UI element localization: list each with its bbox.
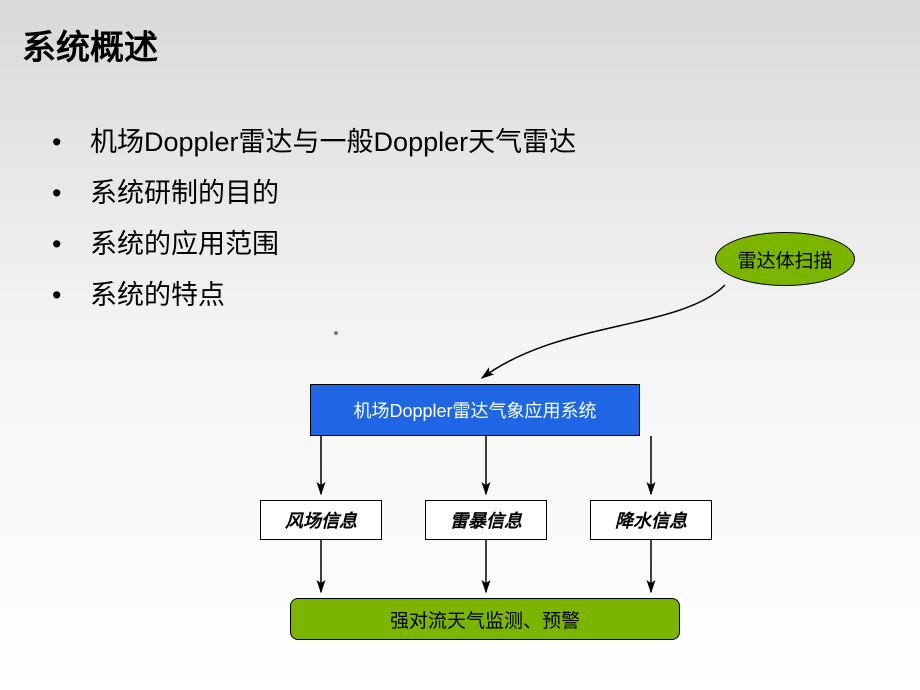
node-label: 强对流天气监测、预警: [390, 606, 580, 633]
bullet-item: • 机场Doppler雷达与一般Doppler天气雷达: [52, 120, 576, 159]
bullet-dot-icon: •: [52, 280, 90, 311]
node-label: 风场信息: [285, 507, 357, 533]
bullet-text: 系统的特点: [90, 273, 225, 312]
slide-number-marker: [334, 331, 338, 335]
bullet-text: 系统研制的目的: [90, 171, 279, 210]
flowchart-edges: [0, 0, 920, 690]
slide-title: 系统概述: [22, 20, 158, 69]
node-wind-info: 风场信息: [260, 500, 382, 540]
node-radar-scan: 雷达体扫描: [715, 232, 855, 286]
bullet-item: • 系统的特点: [52, 273, 576, 312]
bullet-item: • 系统的应用范围: [52, 222, 576, 261]
node-storm-info: 雷暴信息: [425, 500, 547, 540]
bullet-dot-icon: •: [52, 178, 90, 209]
node-warning: 强对流天气监测、预警: [290, 598, 680, 640]
node-rain-info: 降水信息: [590, 500, 712, 540]
bullet-text: 机场Doppler雷达与一般Doppler天气雷达: [90, 120, 576, 159]
node-label: 机场Doppler雷达气象应用系统: [353, 397, 596, 423]
node-system: 机场Doppler雷达气象应用系统: [310, 384, 640, 436]
node-label: 雷暴信息: [450, 507, 522, 533]
node-label: 降水信息: [615, 507, 687, 533]
bullet-list: • 机场Doppler雷达与一般Doppler天气雷达 • 系统研制的目的 • …: [52, 120, 576, 324]
node-label: 雷达体扫描: [737, 246, 832, 273]
bullet-item: • 系统研制的目的: [52, 171, 576, 210]
bullet-text: 系统的应用范围: [90, 222, 279, 261]
bullet-dot-icon: •: [52, 127, 90, 158]
bullet-dot-icon: •: [52, 229, 90, 260]
